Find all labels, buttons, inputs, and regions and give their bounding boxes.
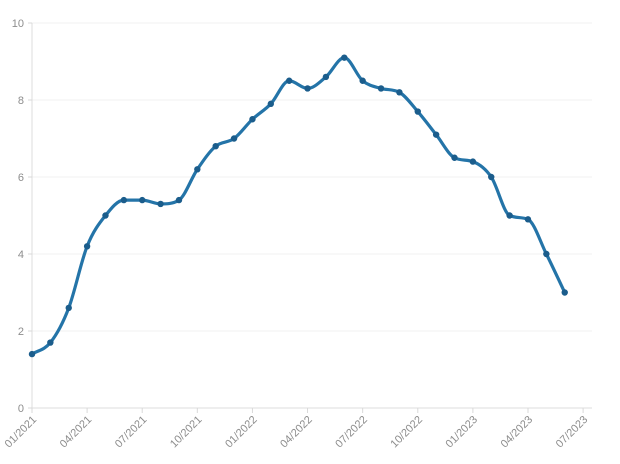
data-point[interactable] — [304, 85, 311, 92]
y-tick-label: 10 — [12, 18, 24, 30]
data-point[interactable] — [65, 304, 72, 312]
data-point[interactable] — [212, 143, 219, 150]
series-line — [30, 56, 567, 356]
y-tick-label: 2 — [18, 326, 24, 338]
data-point[interactable] — [359, 77, 366, 84]
data-point[interactable] — [506, 212, 513, 219]
data-point[interactable] — [285, 77, 293, 84]
x-tick-label: 04/2023 — [499, 414, 536, 451]
data-point[interactable] — [120, 196, 128, 204]
x-tick-label: 04/2021 — [58, 414, 95, 451]
x-tick-label: 10/2022 — [388, 414, 425, 451]
data-point[interactable] — [28, 350, 36, 358]
x-tick-label: 10/2021 — [168, 414, 205, 451]
x-tick-label: 01/2021 — [3, 414, 40, 451]
data-point[interactable] — [488, 173, 495, 181]
data-point[interactable] — [341, 54, 348, 61]
data-point[interactable] — [432, 131, 440, 138]
data-point[interactable] — [322, 73, 330, 81]
x-tick-label: 01/2022 — [223, 414, 260, 451]
data-point[interactable] — [83, 243, 91, 250]
y-tick-label: 4 — [18, 249, 24, 261]
data-point[interactable] — [230, 135, 238, 142]
data-point[interactable] — [249, 116, 256, 123]
y-tick-label: 8 — [18, 95, 24, 107]
data-point[interactable] — [47, 339, 54, 346]
x-tick-label: 07/2022 — [333, 414, 370, 451]
data-point[interactable] — [194, 166, 201, 173]
y-tick-label: 0 — [18, 403, 24, 415]
data-point[interactable] — [267, 100, 275, 108]
data-point[interactable] — [157, 200, 164, 208]
data-point[interactable] — [543, 250, 550, 258]
x-tick-label: 07/2021 — [113, 414, 150, 451]
x-tick-label: 01/2023 — [444, 414, 481, 451]
data-point[interactable] — [377, 85, 385, 92]
data-point[interactable] — [414, 108, 421, 115]
data-point[interactable] — [396, 89, 403, 96]
data-point[interactable] — [451, 154, 458, 161]
data-point[interactable] — [175, 196, 183, 204]
y-tick-label: 6 — [18, 172, 24, 184]
data-point[interactable] — [469, 158, 477, 165]
data-point[interactable] — [561, 289, 568, 296]
data-point[interactable] — [139, 196, 146, 204]
data-point[interactable] — [102, 212, 109, 219]
data-point[interactable] — [524, 216, 532, 223]
x-tick-label: 07/2023 — [554, 414, 591, 451]
x-tick-label: 04/2022 — [278, 414, 315, 451]
